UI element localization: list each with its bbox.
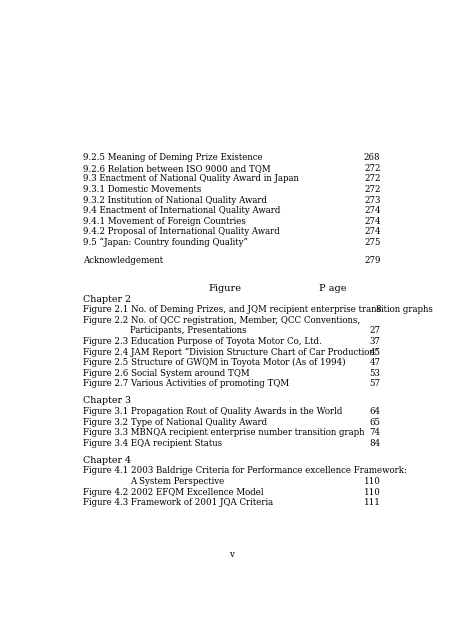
Text: Chapter 2: Chapter 2 — [83, 294, 130, 303]
Text: 9.4.1 Movement of Foreign Countries: 9.4.1 Movement of Foreign Countries — [83, 217, 245, 226]
Text: 74: 74 — [369, 428, 380, 437]
Text: Figure 3.4 EQA recipient Status: Figure 3.4 EQA recipient Status — [83, 439, 221, 448]
Text: 272: 272 — [363, 164, 380, 173]
Text: 64: 64 — [369, 407, 380, 416]
Text: 111: 111 — [363, 498, 380, 507]
Text: 84: 84 — [368, 439, 380, 448]
Text: Figure 4.1 2003 Baldrige Criteria for Performance excellence Framework:: Figure 4.1 2003 Baldrige Criteria for Pe… — [83, 467, 406, 476]
Text: 110: 110 — [363, 488, 380, 497]
Text: Figure: Figure — [207, 284, 241, 292]
Text: P age: P age — [319, 284, 346, 292]
Text: 272: 272 — [363, 174, 380, 184]
Text: Figure 3.1 Propagation Rout of Quality Awards in the World: Figure 3.1 Propagation Rout of Quality A… — [83, 407, 341, 416]
Text: 9.2.6 Relation between ISO 9000 and TQM: 9.2.6 Relation between ISO 9000 and TQM — [83, 164, 270, 173]
Text: Figure 2.2 No. of QCC registration, Member, QCC Conventions,: Figure 2.2 No. of QCC registration, Memb… — [83, 316, 359, 325]
Text: 273: 273 — [364, 196, 380, 205]
Text: Figure 3.2 Type of National Quality Award: Figure 3.2 Type of National Quality Awar… — [83, 417, 266, 427]
Text: 279: 279 — [363, 256, 380, 265]
Text: Chapter 4: Chapter 4 — [83, 456, 130, 465]
Text: 9.4.2 Proposal of International Quality Award: 9.4.2 Proposal of International Quality … — [83, 227, 279, 236]
Text: 274: 274 — [363, 227, 380, 236]
Text: 274: 274 — [363, 217, 380, 226]
Text: Figure 2.6 Social System around TQM: Figure 2.6 Social System around TQM — [83, 369, 249, 378]
Text: Figure 2.4 JAM Report “Division Structure Chart of Car Production”: Figure 2.4 JAM Report “Division Structur… — [83, 348, 378, 357]
Text: Figure 2.5 Structure of GWQM in Toyota Motor (As of 1994): Figure 2.5 Structure of GWQM in Toyota M… — [83, 358, 345, 367]
Text: 274: 274 — [363, 206, 380, 215]
Text: A System Perspective: A System Perspective — [130, 477, 224, 486]
Text: 65: 65 — [369, 417, 380, 427]
Text: 9.3.2 Institution of National Quality Award: 9.3.2 Institution of National Quality Aw… — [83, 196, 266, 205]
Text: 110: 110 — [363, 477, 380, 486]
Text: 9.2.5 Meaning of Deming Prize Existence: 9.2.5 Meaning of Deming Prize Existence — [83, 153, 262, 162]
Text: 53: 53 — [369, 369, 380, 378]
Text: 45: 45 — [369, 348, 380, 356]
Text: 47: 47 — [369, 358, 380, 367]
Text: Figure 2.3 Education Purpose of Toyota Motor Co, Ltd.: Figure 2.3 Education Purpose of Toyota M… — [83, 337, 321, 346]
Text: Figure 2.7 Various Activities of promoting TQM: Figure 2.7 Various Activities of promoti… — [83, 380, 288, 388]
Text: 9.4 Enactment of International Quality Award: 9.4 Enactment of International Quality A… — [83, 206, 280, 215]
Text: Figure 4.3 Framework of 2001 JQA Criteria: Figure 4.3 Framework of 2001 JQA Criteri… — [83, 498, 272, 507]
Text: Participants, Presentations: Participants, Presentations — [130, 326, 246, 335]
Text: Figure 3.3 MBNQA recipient enterprise number transition graph: Figure 3.3 MBNQA recipient enterprise nu… — [83, 428, 364, 437]
Text: Figure 4.2 2002 EFQM Excellence Model: Figure 4.2 2002 EFQM Excellence Model — [83, 488, 263, 497]
Text: 268: 268 — [363, 153, 380, 162]
Text: 8: 8 — [374, 305, 380, 314]
Text: Figure 2.1 No. of Deming Prizes, and JQM recipient enterprise transition graphs: Figure 2.1 No. of Deming Prizes, and JQM… — [83, 305, 432, 314]
Text: 57: 57 — [369, 380, 380, 388]
Text: 9.3 Enactment of National Quality Award in Japan: 9.3 Enactment of National Quality Award … — [83, 174, 298, 184]
Text: v: v — [229, 550, 234, 559]
Text: 9.5 “Japan: Country founding Quality”: 9.5 “Japan: Country founding Quality” — [83, 238, 247, 247]
Text: Chapter 3: Chapter 3 — [83, 396, 131, 405]
Text: 272: 272 — [363, 185, 380, 194]
Text: Acknowledgement: Acknowledgement — [83, 256, 162, 265]
Text: 275: 275 — [363, 238, 380, 247]
Text: 37: 37 — [369, 337, 380, 346]
Text: 9.3.1 Domestic Movements: 9.3.1 Domestic Movements — [83, 185, 201, 194]
Text: 27: 27 — [369, 326, 380, 335]
